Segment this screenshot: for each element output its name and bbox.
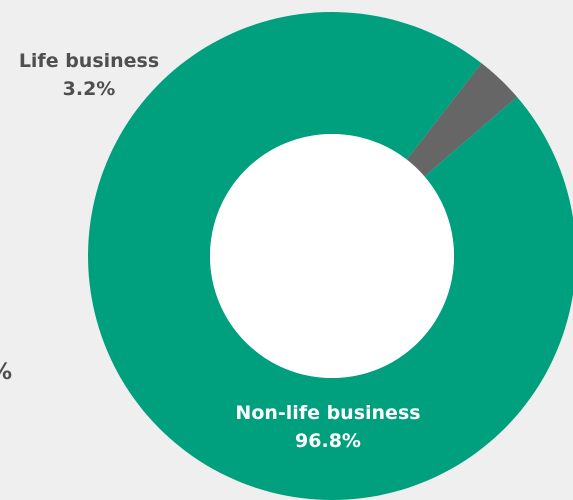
donut-slice-non-life-business [88,12,573,500]
slice-value-life-business: 3.2% [62,78,116,100]
slice-name-non-life-business: Non-life business [235,402,421,424]
slice-value-non-life-business: 96.8% [295,430,361,452]
donut-hole [210,134,454,378]
slice-label-non-life-business: Non-life business 96.8% [218,399,438,455]
cropped-edge-text: % [0,360,12,385]
slice-label-life-business: Life business 3.2% [6,47,172,103]
slice-name-life-business: Life business [18,50,160,72]
donut-slice-life-business [406,63,517,177]
